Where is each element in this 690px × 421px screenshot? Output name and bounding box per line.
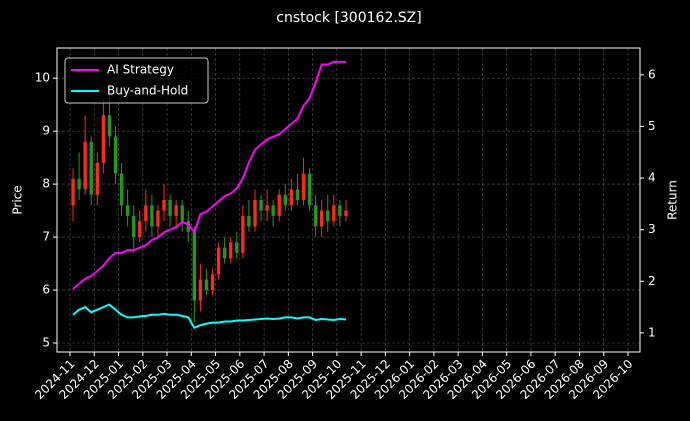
candle-body [174, 205, 178, 216]
y-tick-label: 5 [42, 335, 50, 349]
candle-body [89, 141, 93, 195]
y-axis-label: Price [11, 185, 25, 214]
legend-label: AI Strategy [107, 63, 174, 77]
legend-label: Buy-and-Hold [107, 84, 188, 98]
series-line [72, 303, 347, 329]
y2-tick-label: 6 [648, 67, 656, 81]
candle-body [192, 231, 197, 301]
plot-frame [56, 47, 641, 353]
candle-body [265, 205, 269, 211]
candle-body [301, 173, 306, 200]
legend-box [64, 57, 209, 104]
y-tick-label: 8 [42, 177, 50, 191]
candle-body [320, 210, 324, 227]
candle-body [144, 205, 148, 222]
candle-body [216, 247, 221, 275]
y-tick-label: 7 [42, 230, 50, 244]
candle-body [277, 194, 281, 216]
candle-body [83, 141, 87, 190]
candle-body [198, 279, 203, 301]
candle-body [95, 162, 99, 195]
candle-body [307, 173, 312, 206]
candle-body [295, 189, 300, 200]
candle-body [113, 136, 118, 174]
y2-tick-label: 1 [648, 325, 656, 339]
candle-body [253, 200, 257, 227]
candle-body [186, 221, 190, 232]
y2-axis-label: Return [666, 180, 680, 220]
y2-tick-label: 2 [648, 274, 656, 288]
candle-body [222, 247, 227, 259]
candle-body [156, 210, 160, 227]
candle-body [150, 205, 154, 227]
candle-body [344, 210, 348, 216]
candle-body [168, 200, 172, 216]
candle-body [204, 279, 209, 291]
chart-title: cnstock [300162.SZ] [276, 10, 421, 26]
y-tick-label: 6 [42, 283, 50, 297]
y2-tick-label: 4 [648, 171, 656, 185]
candle-body [259, 200, 263, 211]
candle-body [283, 194, 287, 206]
y-tick-label: 10 [35, 71, 50, 85]
candle-body [289, 189, 294, 206]
candle-body [271, 205, 275, 216]
candle-body [101, 115, 106, 163]
candle-body [241, 215, 245, 253]
candle-body [132, 215, 136, 238]
candle-body [326, 210, 330, 222]
y-tick-label: 9 [42, 124, 50, 138]
candle-body [210, 274, 215, 291]
candle-body [247, 215, 251, 227]
y2-tick-label: 5 [648, 119, 656, 133]
candle-body [119, 173, 124, 206]
y2-tick-label: 3 [648, 222, 656, 236]
candle-body [125, 205, 130, 216]
candle-body [313, 205, 318, 227]
candle-body [180, 205, 184, 222]
candle-body [71, 178, 75, 206]
candle-body [235, 242, 239, 253]
candle-body [77, 178, 81, 190]
candle-body [162, 200, 166, 211]
candle-body [107, 115, 112, 137]
series-line [72, 60, 346, 290]
candle-body [138, 221, 142, 238]
candle-body [338, 205, 342, 216]
candle-body [229, 242, 233, 259]
candle-body [332, 205, 336, 222]
